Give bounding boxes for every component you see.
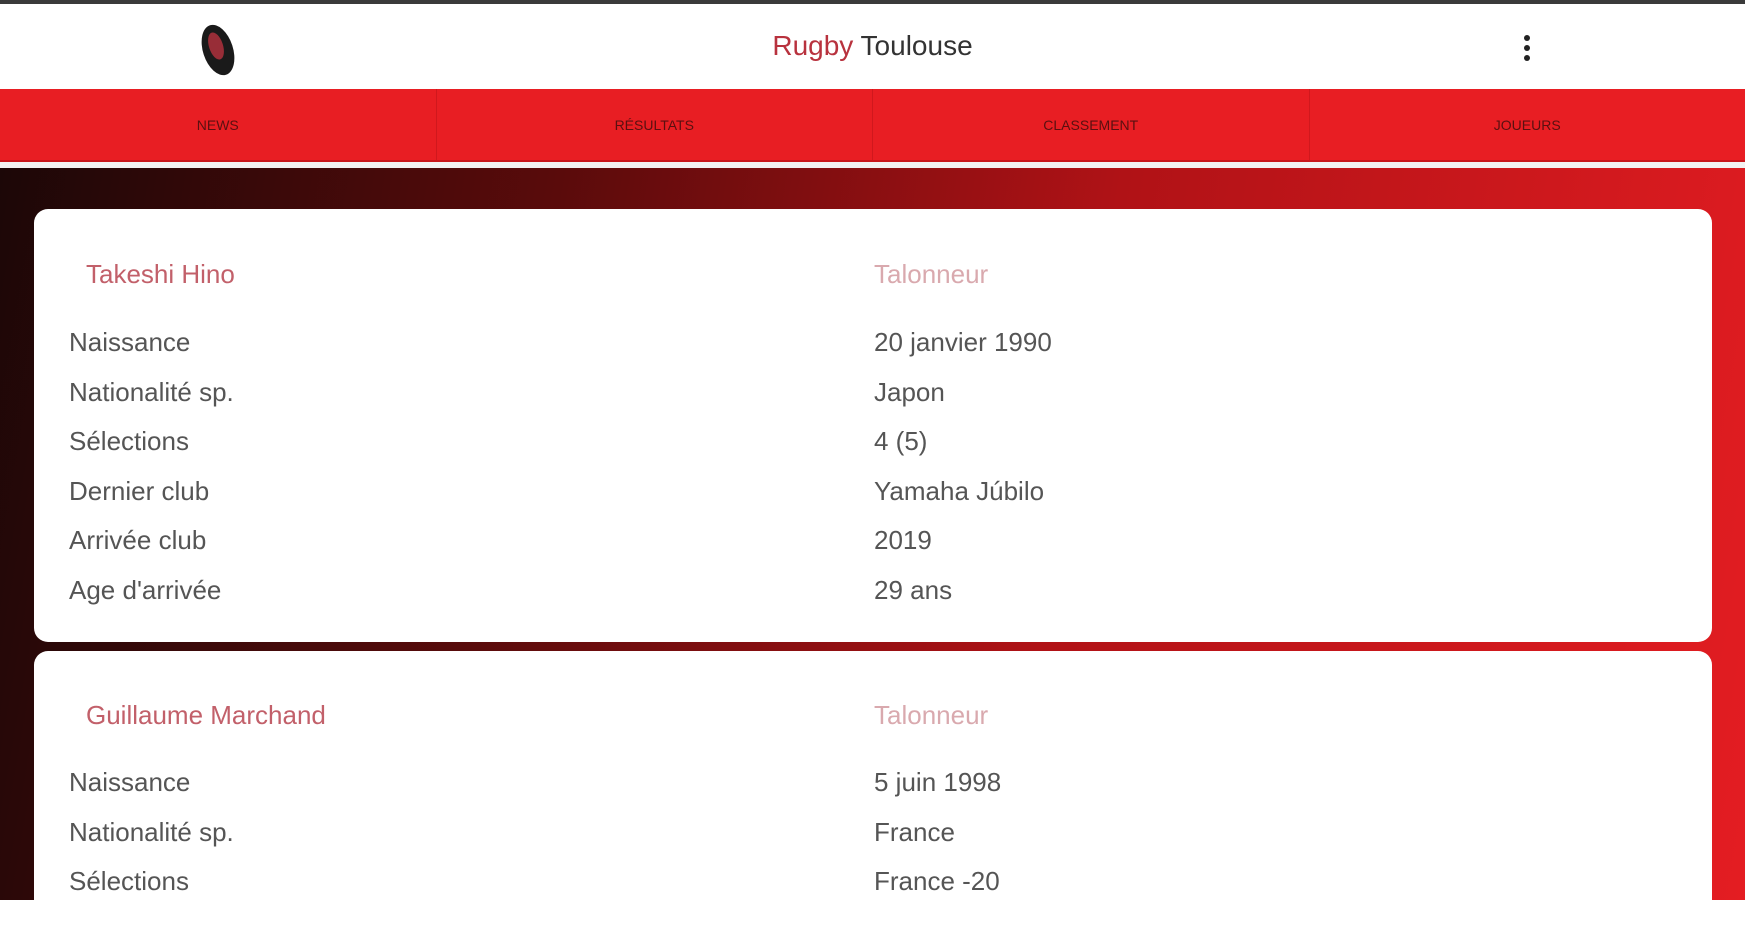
tab-joueurs[interactable]: Joueurs: [1309, 89, 1745, 160]
tab-resultats[interactable]: Résultats: [436, 89, 873, 160]
page-title: Rugby Toulouse: [0, 30, 1745, 62]
player-position: Talonneur: [874, 259, 988, 290]
tab-news[interactable]: News: [0, 89, 436, 160]
kebab-menu-icon[interactable]: [1516, 32, 1538, 64]
info-row: Nationalité sp.France: [69, 817, 1669, 848]
player-name: Guillaume Marchand: [86, 700, 326, 731]
tab-classement[interactable]: Classement: [872, 89, 1309, 160]
player-name: Takeshi Hino: [86, 259, 235, 290]
player-position: Talonneur: [874, 700, 988, 731]
app-header: Rugby Toulouse: [0, 4, 1745, 89]
main-nav: News Résultats Classement Joueurs: [0, 89, 1745, 162]
info-row: Nationalité sp.Japon: [69, 377, 1669, 408]
